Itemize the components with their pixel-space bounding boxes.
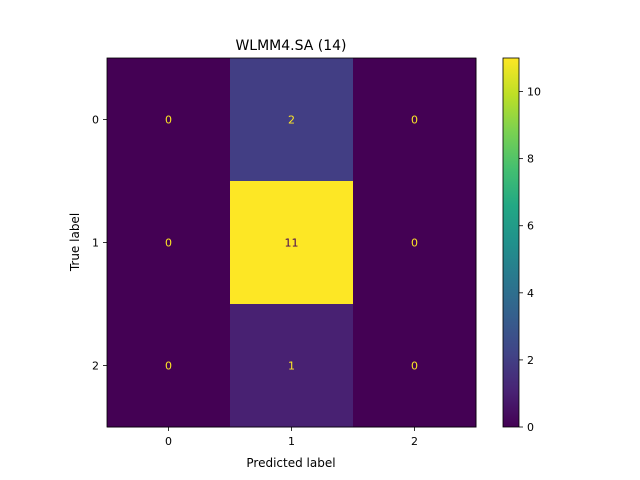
heatmap-cell: [107, 58, 231, 182]
cell-value-label: 1: [288, 360, 295, 373]
cell-value-label: 0: [411, 360, 418, 373]
colorbar: [502, 57, 520, 428]
chart-title: WLMM4.SA (14): [235, 38, 346, 54]
heatmap-cell: [353, 58, 477, 182]
y-axis-ticks: 0 1 2: [92, 114, 107, 373]
cell-value-label: 0: [411, 237, 418, 250]
x-tick-label: 0: [165, 435, 172, 448]
colorbar-tick-label: 2: [527, 354, 534, 367]
colorbar-tick-label: 8: [527, 153, 534, 166]
colorbar-tick-label: 6: [527, 220, 534, 233]
y-tick-label: 2: [92, 360, 99, 373]
cell-value-label: 0: [165, 114, 172, 127]
x-axis-label: Predicted label: [246, 456, 335, 470]
cell-value-label: 0: [411, 114, 418, 127]
heatmap-cell: [353, 304, 477, 428]
heatmap-cell: [230, 181, 354, 305]
y-tick-label: 1: [92, 237, 99, 250]
y-tick-label: 0: [92, 114, 99, 127]
colorbar-tick-label: 4: [527, 287, 534, 300]
colorbar-tick-label: 0: [527, 421, 534, 434]
heatmap-cell: [107, 181, 231, 305]
cell-value-label: 0: [165, 237, 172, 250]
heatmap-cell: [230, 58, 354, 182]
x-tick-label: 2: [411, 435, 418, 448]
cell-value-label: 0: [165, 360, 172, 373]
x-axis-ticks: 0 1 2: [165, 427, 418, 448]
cell-value-label: 2: [288, 114, 295, 127]
x-tick-label: 1: [288, 435, 295, 448]
heatmap-cell: [353, 181, 477, 305]
heatmap-cells: 0 2 0 0 11 0 0 1 0: [107, 58, 477, 428]
cell-value-label: 11: [285, 237, 299, 250]
colorbar-tick-label: 10: [527, 86, 541, 99]
heatmap-cell: [230, 304, 354, 428]
heatmap-cell: [107, 304, 231, 428]
y-axis-label: True label: [68, 213, 82, 272]
plot-frame: [106, 57, 477, 428]
colorbar-ticks: 0 2 4 6 8 10: [519, 86, 541, 434]
